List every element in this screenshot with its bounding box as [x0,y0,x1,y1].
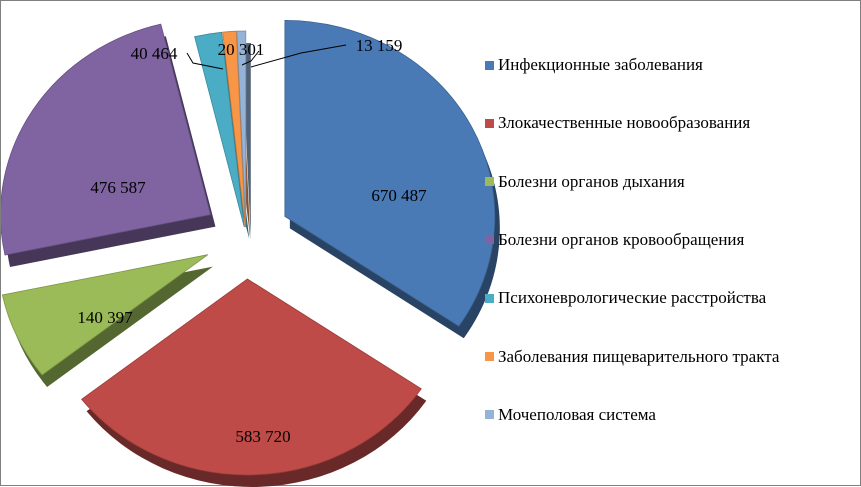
data-label: 40 464 [131,44,178,63]
legend-label: Инфекционные заболевания [498,55,703,74]
legend-swatch [485,118,494,128]
pie-slice [236,30,247,228]
legend-label: Мочеполовая система [498,404,656,424]
legend-item: Инфекционные заболевания [485,53,703,77]
legend-swatch [485,177,494,187]
legend-item: Злокачественные новообразования [485,111,750,135]
data-label: 140 397 [77,308,133,327]
legend-swatch [485,293,494,303]
data-label: 13 159 [356,36,403,55]
legend-item: Болезни органов дыхания [485,170,685,194]
data-label: 476 587 [90,178,146,197]
leader-line [241,50,260,66]
legend-swatch [485,410,494,420]
legend-label: Болезни органов кровообращения [498,229,745,249]
data-label: 670 487 [371,186,427,205]
pie-slice [194,31,245,228]
legend-label: Психоневрологические расстройства [498,288,767,308]
legend-item: Мочеполовая система [485,403,656,427]
leader-line [186,52,224,70]
legend-item: Болезни органов кровообращения [485,228,744,252]
legend-swatch [485,235,494,245]
legend-label: Злокачественные новообразования [498,113,751,133]
legend-item: Заболевания пищеварительного тракта [485,345,779,369]
legend-swatch [485,352,494,361]
legend-label: Заболевания пищеварительного тракта [498,346,780,366]
data-label: 20 301 [218,40,265,59]
legend-swatch [485,60,494,70]
pie-slice [1,23,211,256]
legend-item: Психоневрологические расстройства [485,286,766,310]
leader-line [250,44,347,68]
data-label: 583 720 [235,427,290,446]
pie-slice [81,278,422,476]
pie-slice [284,19,496,327]
pie-slice [1,254,209,376]
pie-slice [222,30,246,228]
legend-label: Болезни органов дыхания [498,171,685,191]
